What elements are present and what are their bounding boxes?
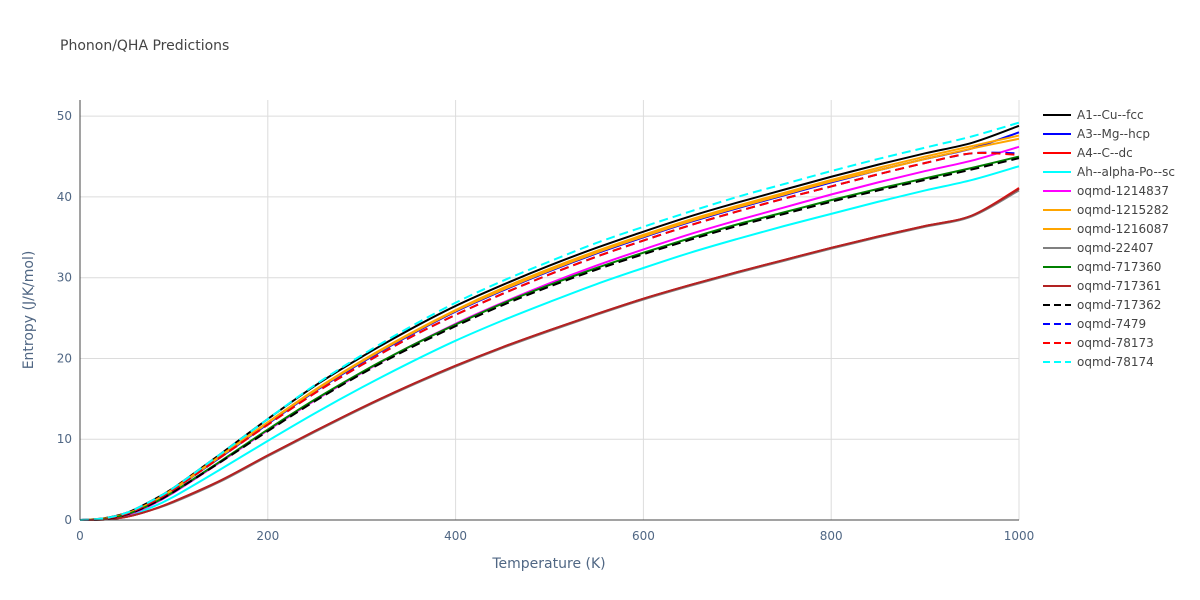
legend-entry[interactable]: oqmd-7479 bbox=[1077, 317, 1146, 331]
y-tick-label: 50 bbox=[57, 109, 72, 123]
legend-entry[interactable]: A4--C--dc bbox=[1077, 146, 1133, 160]
series-line-oqmd-78173 bbox=[79, 151, 1020, 521]
series-line-oqmd-22407 bbox=[79, 189, 1020, 521]
legend-entry[interactable]: oqmd-78173 bbox=[1077, 336, 1154, 350]
legend-entry[interactable]: oqmd-717361 bbox=[1077, 279, 1161, 293]
series-line-oqmd-78174 bbox=[79, 121, 1020, 521]
legend: A1--Cu--fcc A3--Mg--hcp A4--C--dc Ah--alpha… bbox=[1043, 108, 1175, 369]
x-axis-label: Temperature (K) bbox=[491, 556, 605, 572]
legend-entry[interactable]: A3--Mg--hcp bbox=[1077, 127, 1150, 141]
legend-entry[interactable]: oqmd-78174 bbox=[1077, 355, 1154, 369]
legend-entry[interactable]: oqmd-22407 bbox=[1077, 241, 1154, 255]
legend-entry[interactable]: oqmd-1215282 bbox=[1077, 203, 1169, 217]
series-lines bbox=[79, 121, 1020, 521]
x-tick-label: 400 bbox=[444, 529, 467, 543]
y-tick-label: 40 bbox=[57, 190, 72, 204]
series-line-oqmd-7479 bbox=[79, 151, 1020, 521]
y-tick-label: 0 bbox=[64, 513, 72, 527]
x-tick-label: 600 bbox=[632, 529, 655, 543]
x-tick-label: 800 bbox=[820, 529, 843, 543]
x-tick-label: 1000 bbox=[1004, 529, 1035, 543]
legend-entry[interactable]: A1--Cu--fcc bbox=[1077, 108, 1144, 122]
legend-entry[interactable]: oqmd-717362 bbox=[1077, 298, 1161, 312]
legend-entry[interactable]: oqmd-717360 bbox=[1077, 260, 1161, 274]
y-tick-label: 20 bbox=[57, 351, 72, 365]
y-axis-label: Entropy (J/K/mol) bbox=[21, 251, 37, 370]
series-line-oqmd-717362 bbox=[79, 157, 1020, 521]
series-line-Ah--alpha-Po--sc bbox=[79, 165, 1020, 521]
axes bbox=[79, 100, 1019, 521]
series-line-oqmd-717360 bbox=[79, 155, 1020, 521]
series-line-oqmd-717361 bbox=[79, 187, 1020, 521]
y-tick-labels: 0 10 20 30 40 50 bbox=[57, 109, 72, 527]
grid bbox=[80, 100, 1020, 520]
legend-entry[interactable]: oqmd-1216087 bbox=[1077, 222, 1169, 236]
y-tick-label: 30 bbox=[57, 271, 72, 285]
x-tick-labels: 0 200 400 600 800 1000 bbox=[76, 529, 1034, 543]
x-tick-label: 200 bbox=[256, 529, 279, 543]
y-tick-label: 10 bbox=[57, 432, 72, 446]
x-tick-label: 0 bbox=[76, 529, 84, 543]
legend-entry[interactable]: Ah--alpha-Po--sc bbox=[1077, 165, 1175, 179]
series-line-oqmd-1214837 bbox=[79, 145, 1020, 521]
legend-entry[interactable]: oqmd-1214837 bbox=[1077, 184, 1169, 198]
chart-title: Phonon/QHA Predictions bbox=[60, 38, 229, 54]
